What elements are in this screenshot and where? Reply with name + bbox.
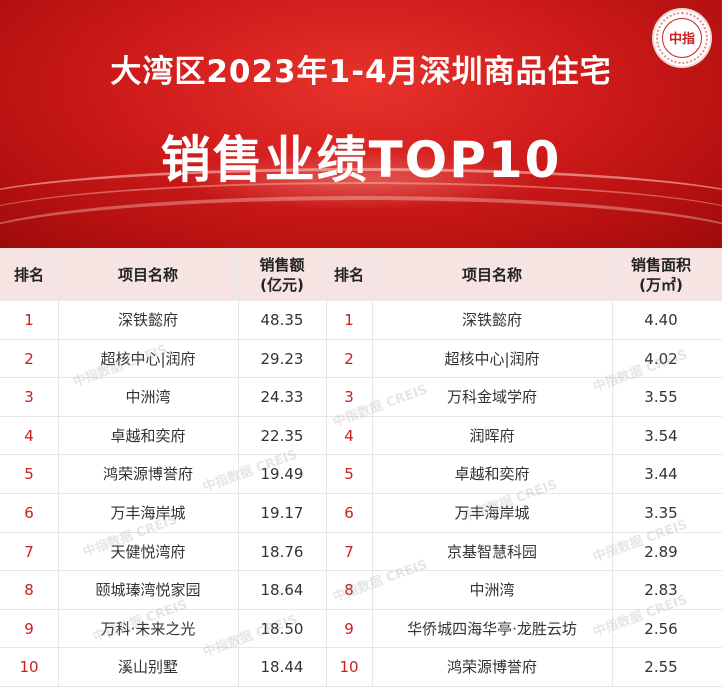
sales-area: 2.89 <box>644 542 678 561</box>
sales-amount: 18.50 <box>260 619 304 638</box>
project-name-left: 中洲湾 <box>125 388 171 407</box>
column-divider <box>612 248 613 687</box>
banner-swoosh <box>0 196 722 248</box>
sales-amount: 18.64 <box>260 581 304 600</box>
sales-amount: 48.35 <box>260 311 304 329</box>
logo-seal: 中指 <box>662 18 702 58</box>
rank-left: 2 <box>24 349 34 368</box>
banner: 大湾区2023年1-4月深圳商品住宅 销售业绩TOP10 中指 <box>0 0 722 248</box>
header-rank-right: 排名 <box>333 265 364 284</box>
header-sales-area: 销售面积 (万㎡) <box>630 255 691 294</box>
column-divider <box>58 248 59 687</box>
project-name-left: 天健悦湾府 <box>110 542 186 561</box>
project-name-left: 溪山别墅 <box>117 658 178 677</box>
page-title-line1: 大湾区2023年1-4月深圳商品住宅 <box>110 54 612 90</box>
project-name-right: 万科金域学府 <box>446 388 537 407</box>
project-name-left: 深铁懿府 <box>117 311 178 329</box>
project-name-left: 万科·未来之光 <box>100 619 196 638</box>
header-sales-amount: 销售额 (亿元) <box>259 255 305 294</box>
project-name-left: 万丰海岸城 <box>110 503 186 522</box>
rank-right: 10 <box>339 658 359 677</box>
page-title-line2: 销售业绩TOP10 <box>160 131 562 189</box>
logo: 中指 <box>654 10 710 66</box>
table-row: 7 天健悦湾府 18.76 7 京基智慧科园 2.89 <box>0 533 722 572</box>
table-row: 9 万科·未来之光 18.50 9 华侨城四海华亭·龙胜云坊 2.56 <box>0 610 722 649</box>
sales-area: 3.55 <box>644 388 678 407</box>
sales-area: 3.35 <box>644 503 678 522</box>
rank-right: 1 <box>344 311 354 329</box>
banner-swoosh <box>0 168 722 241</box>
sales-area: 4.40 <box>644 311 678 329</box>
project-name-left: 卓越和奕府 <box>110 426 186 445</box>
rank-right: 5 <box>344 465 354 484</box>
rank-left: 3 <box>24 388 34 407</box>
project-name-left: 颐城瑧湾悦家园 <box>95 581 201 600</box>
project-name-right: 中洲湾 <box>469 581 515 600</box>
table-row: 4 卓越和奕府 22.35 4 润晖府 3.54 <box>0 417 722 456</box>
project-name-right: 深铁懿府 <box>461 311 522 329</box>
table-header: 排名 项目名称 销售额 (亿元) 排名 项目名称 销售面积 (万㎡) <box>0 248 722 301</box>
rank-left: 7 <box>24 542 34 561</box>
project-name-left: 鸿荣源博誉府 <box>102 465 193 484</box>
sales-area: 3.54 <box>644 426 678 445</box>
table-row: 8 颐城瑧湾悦家园 18.64 8 中洲湾 2.83 <box>0 571 722 610</box>
header-name-left: 项目名称 <box>117 265 178 284</box>
rank-left: 4 <box>24 426 34 445</box>
sales-amount: 18.76 <box>260 542 304 561</box>
rank-left: 10 <box>19 658 39 677</box>
ranking-table: 排名 项目名称 销售额 (亿元) 排名 项目名称 销售面积 (万㎡) 1 深铁懿府… <box>0 248 722 687</box>
project-name-right: 润晖府 <box>469 426 515 445</box>
logo-ring <box>656 12 708 64</box>
header-rank-left: 排名 <box>13 265 44 284</box>
rank-right: 4 <box>344 426 354 445</box>
rank-right: 6 <box>344 503 354 522</box>
rank-left: 1 <box>24 311 34 329</box>
column-divider <box>238 248 239 687</box>
project-name-right: 超核中心|润府 <box>444 349 540 368</box>
project-name-right: 华侨城四海华亭·龙胜云坊 <box>407 619 577 638</box>
rank-right: 2 <box>344 349 354 368</box>
table-row: 5 鸿荣源博誉府 19.49 5 卓越和奕府 3.44 <box>0 455 722 494</box>
banner-swoosh <box>0 182 722 248</box>
rank-right: 7 <box>344 542 354 561</box>
sales-area: 2.83 <box>644 581 678 600</box>
sales-area: 4.02 <box>644 349 678 368</box>
project-name-right: 京基智慧科园 <box>446 542 537 561</box>
sales-area: 2.56 <box>644 619 678 638</box>
rank-left: 9 <box>24 619 34 638</box>
table-row: 2 超核中心|润府 29.23 2 超核中心|润府 4.02 <box>0 340 722 379</box>
header-name-right: 项目名称 <box>461 265 522 284</box>
sales-amount: 22.35 <box>260 426 304 445</box>
project-name-right: 鸿荣源博誉府 <box>446 658 537 677</box>
sales-area: 3.44 <box>644 465 678 484</box>
logo-text: 中指 <box>668 32 695 47</box>
column-divider <box>372 248 373 687</box>
rank-right: 8 <box>344 581 354 600</box>
table-row: 10 溪山别墅 18.44 10 鸿荣源博誉府 2.55 <box>0 648 722 687</box>
table-row: 1 深铁懿府 48.35 1 深铁懿府 4.40 <box>0 301 722 340</box>
sales-amount: 19.49 <box>260 465 304 484</box>
sales-amount: 19.17 <box>260 503 304 522</box>
rank-right: 9 <box>344 619 354 638</box>
rank-left: 5 <box>24 465 34 484</box>
project-name-right: 卓越和奕府 <box>454 465 530 484</box>
sales-amount: 29.23 <box>260 349 304 368</box>
table-row: 3 中洲湾 24.33 3 万科金域学府 3.55 <box>0 378 722 417</box>
column-divider <box>326 248 327 687</box>
project-name-left: 超核中心|润府 <box>100 349 196 368</box>
rank-right: 3 <box>344 388 354 407</box>
sales-area: 2.55 <box>644 658 678 677</box>
project-name-right: 万丰海岸城 <box>454 503 530 522</box>
table-row: 6 万丰海岸城 19.17 6 万丰海岸城 3.35 <box>0 494 722 533</box>
rank-left: 8 <box>24 581 34 600</box>
sales-amount: 24.33 <box>260 388 304 407</box>
table-body: 1 深铁懿府 48.35 1 深铁懿府 4.40 2 超核中心|润府 29.23 2 超核中心|润府… <box>0 301 722 687</box>
sales-amount: 18.44 <box>260 658 304 677</box>
rank-left: 6 <box>24 503 34 522</box>
